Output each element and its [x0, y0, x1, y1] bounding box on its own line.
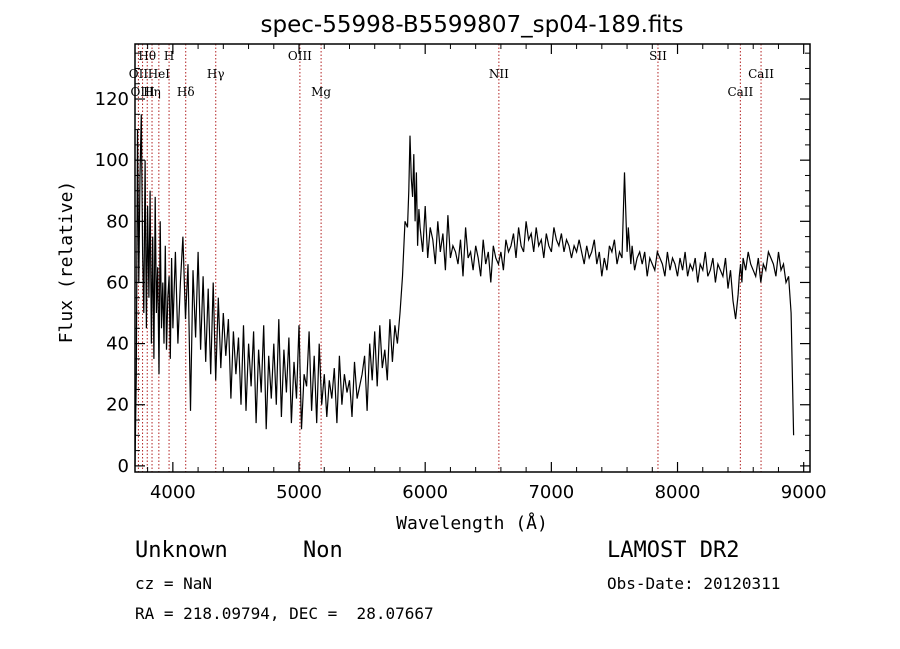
chart-title: spec-55998-B5599807_sp04-189.fits [261, 12, 684, 38]
y-axis-label: Flux (relative) [56, 181, 77, 344]
line-markers [137, 44, 762, 472]
survey-name: LAMOST DR2 [607, 538, 740, 563]
line-marker-label: HeI [148, 67, 171, 81]
line-marker-label: Hη [143, 85, 161, 99]
line-marker-label: OIII [131, 85, 155, 99]
line-marker-label: SII [649, 49, 667, 63]
y-tick-label: 60 [106, 272, 129, 293]
redshift-text: cz = NaN [135, 574, 213, 593]
line-marker-label: NII [489, 67, 509, 81]
y-tick-label: 80 [106, 211, 129, 232]
y-tick-label: 120 [95, 89, 129, 110]
obs-date-text: Obs-Date: 20120311 [607, 574, 781, 593]
coordinates-text: RA = 218.09794, DEC = 28.07667 [135, 604, 434, 623]
plot-frame [134, 43, 811, 473]
object-class: Unknown [135, 538, 228, 563]
x-tick-label: 8000 [655, 482, 701, 503]
line-marker-label: CaII [748, 67, 774, 81]
y-tick-label: 100 [95, 150, 129, 171]
x-tick-label: 9000 [781, 482, 827, 503]
object-subclass: Non [303, 538, 343, 563]
line-marker-label: OII [129, 67, 149, 81]
x-axis-label: Wavelength (Å) [396, 512, 548, 534]
line-marker-label: Hγ [207, 67, 225, 81]
spectrum-line [134, 114, 795, 466]
y-axis-ticks: 0 20 40 60 80 100 120 [95, 52, 810, 477]
line-marker-label: Mg [311, 85, 331, 99]
line-marker-label: Hθ [138, 49, 156, 63]
y-tick-label: 0 [118, 456, 129, 477]
x-tick-label: 6000 [402, 482, 448, 503]
line-marker-label: OIII [288, 49, 312, 63]
y-tick-label: 20 [106, 395, 129, 416]
x-axis-ticks: 4000 5000 6000 7000 8000 9000 [147, 44, 827, 503]
line-marker-label: CaII [727, 85, 753, 99]
x-tick-label: 5000 [276, 482, 322, 503]
x-tick-label: 4000 [150, 482, 196, 503]
x-tick-label: 7000 [528, 482, 574, 503]
y-tick-label: 40 [106, 334, 129, 355]
line-marker-label: H [164, 49, 174, 63]
line-marker-label: Hδ [177, 85, 195, 99]
